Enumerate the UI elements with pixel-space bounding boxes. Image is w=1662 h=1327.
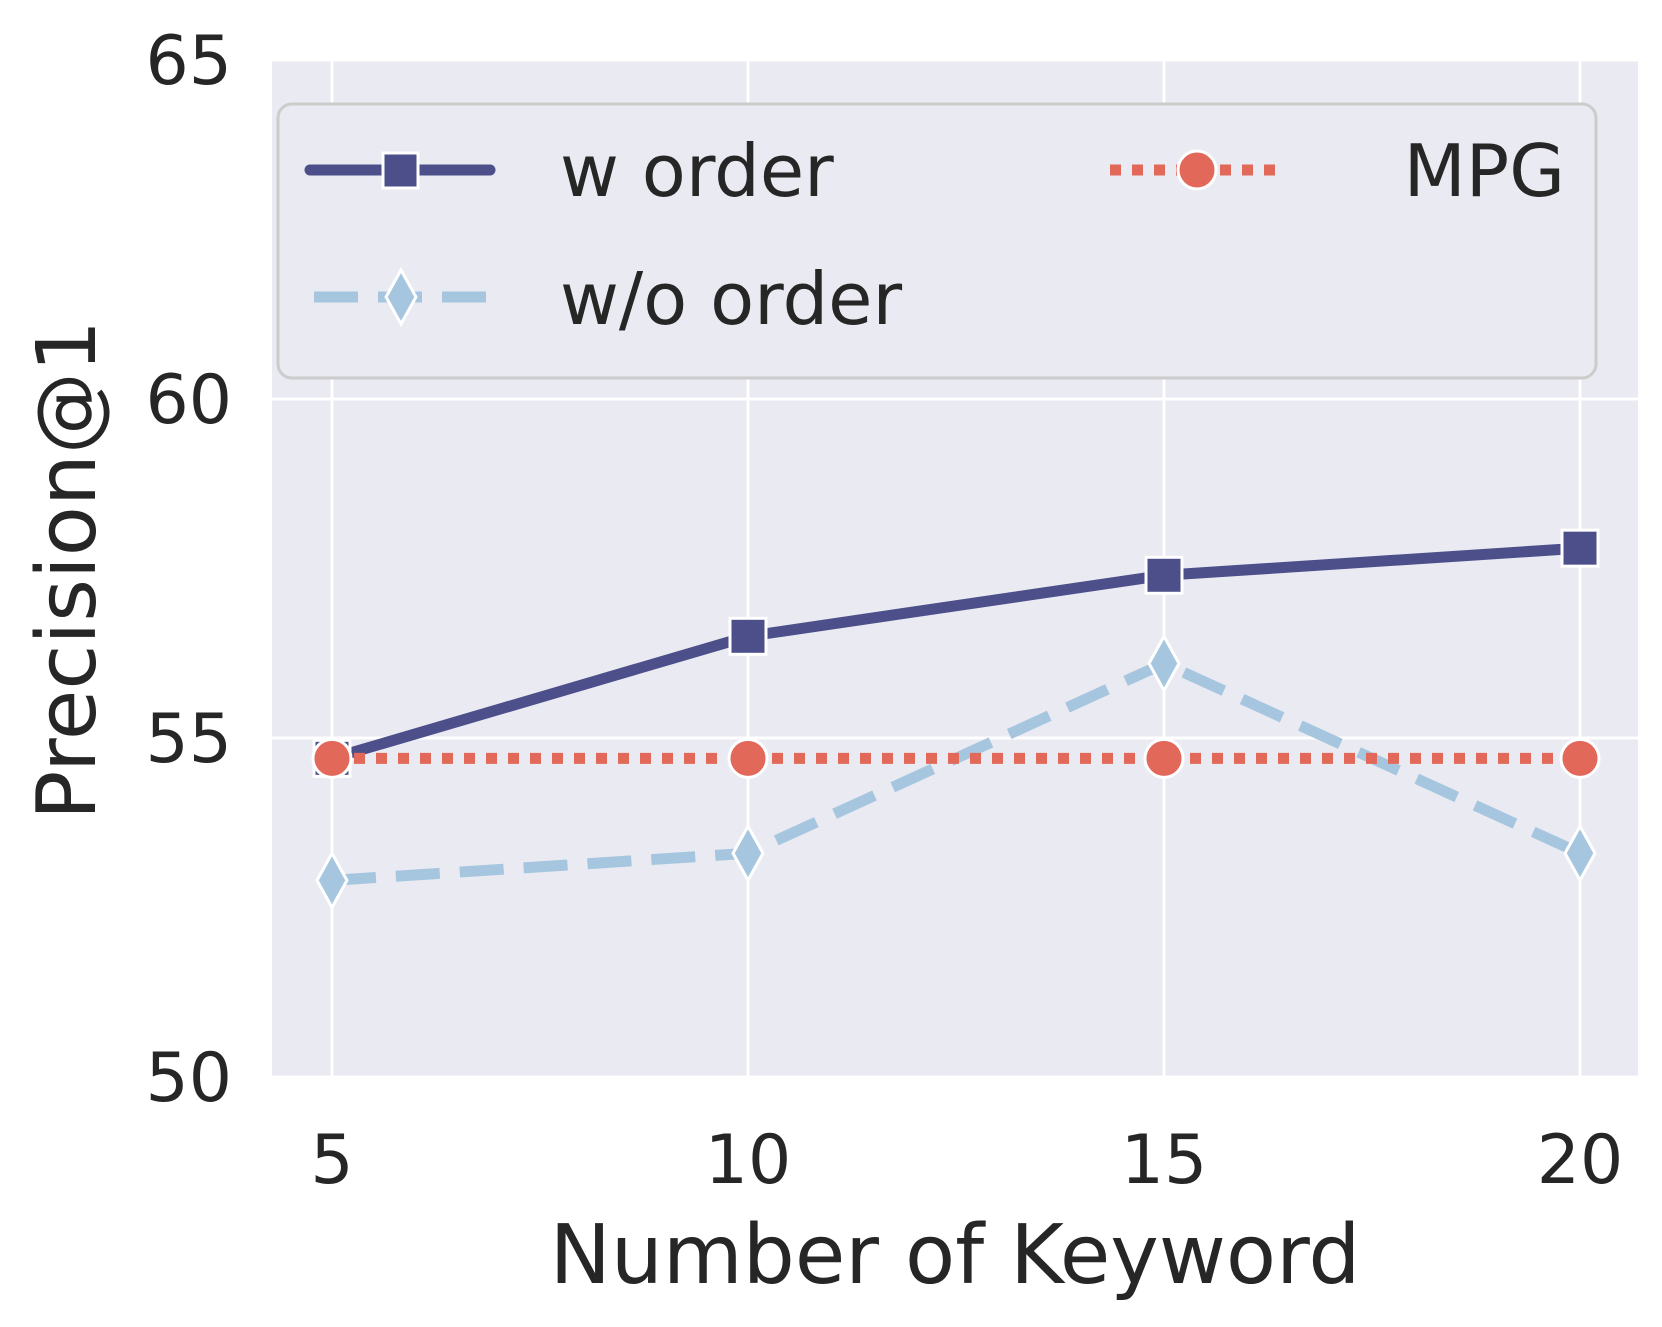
diamond-marker-icon xyxy=(384,266,418,328)
y-tick-label: 65 xyxy=(145,22,232,101)
data-point-mpg xyxy=(1143,737,1185,779)
series-layer xyxy=(311,528,1601,911)
legend-label-w-order: w order xyxy=(560,129,834,213)
y-tick-label: 55 xyxy=(145,700,232,779)
legend-entry-wo-order: w/o order xyxy=(314,257,902,341)
legend-entry-mpg: MPG xyxy=(1110,129,1565,213)
y-tick-labels: 50 55 60 65 xyxy=(145,22,232,1118)
data-point-mpg xyxy=(727,737,769,779)
data-point-w-o-order xyxy=(315,850,349,911)
y-tick-label: 50 xyxy=(145,1039,232,1118)
square-marker-icon xyxy=(381,151,420,190)
y-axis-label: Precision@1 xyxy=(20,320,115,820)
x-tick-label: 10 xyxy=(705,1121,792,1200)
data-point-w-o-order xyxy=(731,823,765,884)
data-point-w-o-order xyxy=(1147,633,1181,694)
legend-label-wo-order: w/o order xyxy=(560,257,902,341)
data-point-w-order xyxy=(1560,528,1600,568)
data-point-w-o-order xyxy=(1563,823,1597,884)
data-point-mpg xyxy=(1559,737,1601,779)
circle-marker-icon xyxy=(1176,149,1218,191)
data-point-mpg xyxy=(311,737,353,779)
x-axis-label: Number of Keyword xyxy=(550,1208,1361,1303)
legend-box xyxy=(276,102,1598,380)
legend-label-mpg: MPG xyxy=(1404,129,1565,213)
x-tick-label: 15 xyxy=(1121,1121,1208,1200)
x-tick-label: 5 xyxy=(310,1121,353,1200)
y-tick-label: 60 xyxy=(145,361,232,440)
data-point-w-order xyxy=(1144,555,1184,595)
x-tick-label: 20 xyxy=(1537,1121,1624,1200)
data-point-w-order xyxy=(728,616,768,656)
x-tick-labels: 5 10 15 20 xyxy=(310,1121,1623,1200)
legend: w order w/o order MPG xyxy=(276,102,1598,380)
series-line-w-order xyxy=(326,542,1586,764)
legend-entry-w-order: w order xyxy=(304,129,834,213)
